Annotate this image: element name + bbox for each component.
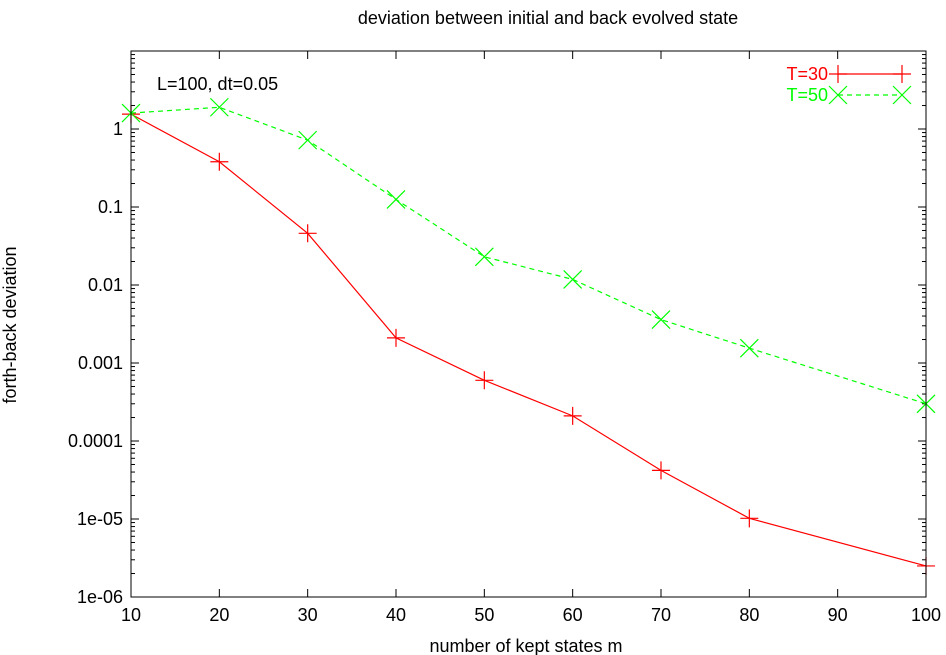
x-tick-label: 30 bbox=[298, 605, 318, 625]
y-tick-label: 1 bbox=[113, 119, 123, 139]
chart-title: deviation between initial and back evolv… bbox=[358, 8, 738, 28]
legend-marker bbox=[828, 85, 848, 105]
y-axis-label: forth-back deviation bbox=[0, 246, 20, 403]
data-point-1 bbox=[651, 310, 671, 330]
x-tick-label: 80 bbox=[739, 605, 759, 625]
data-point-1 bbox=[563, 269, 583, 289]
x-tick-label: 20 bbox=[209, 605, 229, 625]
data-point-1 bbox=[298, 130, 318, 150]
x-tick-label: 100 bbox=[911, 605, 941, 625]
data-point-0 bbox=[475, 371, 494, 390]
data-point-1 bbox=[739, 338, 759, 358]
y-tick-label: 1e-05 bbox=[77, 509, 123, 529]
x-axis-label: number of kept states m bbox=[429, 636, 622, 655]
data-series bbox=[121, 97, 936, 575]
data-point-0 bbox=[740, 509, 759, 528]
y-tick-label: 0.1 bbox=[98, 197, 123, 217]
legend-marker bbox=[892, 85, 912, 105]
data-point-0 bbox=[563, 406, 582, 425]
x-tick-label: 40 bbox=[386, 605, 406, 625]
y-tick-label: 1e-06 bbox=[77, 587, 123, 607]
x-tick-label: 10 bbox=[121, 605, 141, 625]
y-tick-label: 0.0001 bbox=[68, 431, 123, 451]
data-point-0 bbox=[652, 461, 670, 480]
legend-label: T=30 bbox=[786, 64, 828, 84]
data-point-0 bbox=[298, 224, 317, 243]
legend-marker bbox=[893, 65, 911, 83]
x-tick-label: 60 bbox=[563, 605, 583, 625]
x-tick-label: 50 bbox=[474, 605, 494, 625]
y-tick-label: 0.01 bbox=[88, 275, 123, 295]
data-point-1 bbox=[209, 97, 229, 117]
x-tick-label: 90 bbox=[828, 605, 848, 625]
legend: T=30T=50 bbox=[786, 64, 912, 105]
series-line-1 bbox=[130, 106, 927, 405]
axis-ticks: 10 20 30 40 50 60 70 80 90 100 1e-06 1e-05 0.0001 0.0… bbox=[68, 51, 941, 625]
x-tick-label: 70 bbox=[651, 605, 671, 625]
y-tick-label: 0.001 bbox=[78, 353, 123, 373]
data-point-1 bbox=[386, 190, 406, 209]
data-point-0 bbox=[387, 328, 405, 347]
plot-frame bbox=[130, 50, 927, 598]
plot-annotation: L=100, dt=0.05 bbox=[157, 74, 278, 94]
legend-marker bbox=[829, 65, 847, 83]
series-line-0 bbox=[130, 113, 927, 567]
data-point-1 bbox=[474, 247, 494, 267]
legend-label: T=50 bbox=[786, 85, 828, 105]
data-point-0 bbox=[210, 152, 229, 171]
